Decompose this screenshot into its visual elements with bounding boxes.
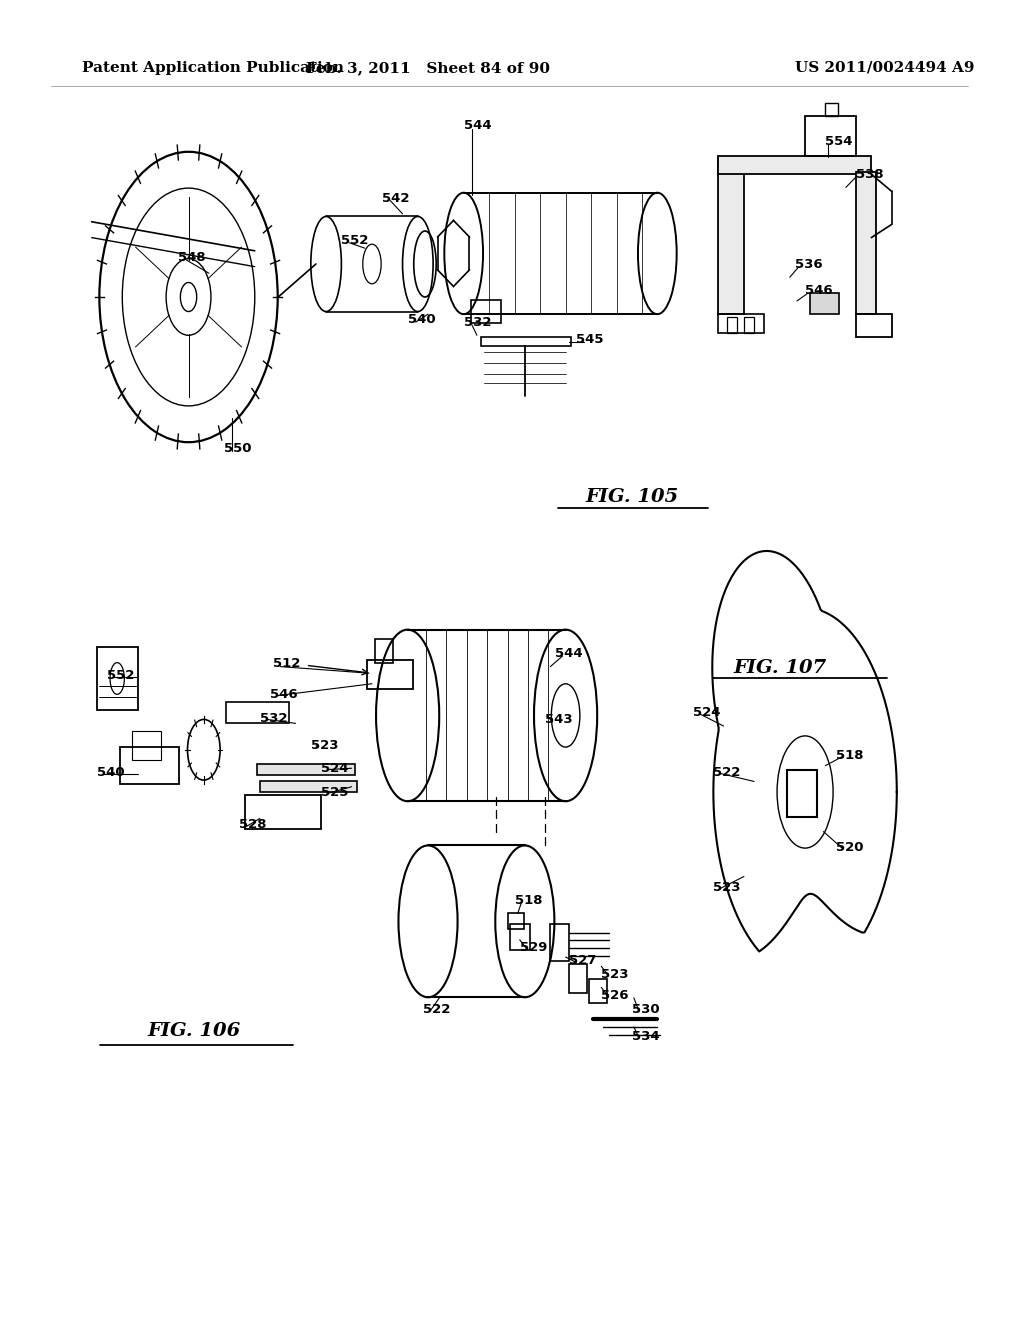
Text: 529: 529 [520, 941, 547, 954]
Text: 523: 523 [601, 968, 629, 981]
Bar [568, 964, 587, 993]
Bar [120, 747, 179, 784]
Bar [589, 979, 607, 1003]
Bar [810, 293, 839, 314]
Bar [744, 317, 754, 333]
Text: 552: 552 [341, 234, 369, 247]
Text: 523: 523 [311, 739, 338, 752]
Text: 512: 512 [273, 657, 300, 671]
Text: 548: 548 [178, 251, 206, 264]
Bar [97, 647, 137, 710]
Text: US 2011/0024494 A9: US 2011/0024494 A9 [795, 61, 975, 75]
Text: 520: 520 [836, 841, 863, 854]
Text: 526: 526 [601, 989, 629, 1002]
Text: 554: 554 [825, 135, 853, 148]
Text: 525: 525 [321, 785, 348, 799]
Text: 544: 544 [464, 119, 492, 132]
Bar [367, 660, 413, 689]
Bar [471, 300, 502, 323]
Bar [825, 103, 838, 116]
Text: 545: 545 [575, 333, 603, 346]
Bar [375, 639, 393, 663]
Bar [510, 924, 530, 950]
Text: 544: 544 [555, 647, 583, 660]
Text: 522: 522 [714, 766, 740, 779]
Text: 522: 522 [423, 1003, 451, 1016]
Text: FIG. 107: FIG. 107 [734, 659, 827, 677]
Text: 530: 530 [632, 1003, 659, 1016]
Text: FIG. 105: FIG. 105 [585, 487, 679, 506]
Text: 542: 542 [382, 191, 410, 205]
Text: 518: 518 [515, 894, 542, 907]
Polygon shape [719, 156, 871, 174]
Text: 536: 536 [795, 257, 822, 271]
Bar [550, 924, 568, 961]
Text: 532: 532 [260, 711, 288, 725]
Text: 524: 524 [321, 762, 348, 775]
Text: Feb. 3, 2011   Sheet 84 of 90: Feb. 3, 2011 Sheet 84 of 90 [306, 61, 550, 75]
Text: 540: 540 [97, 766, 125, 779]
Text: Patent Application Publication: Patent Application Publication [82, 61, 343, 75]
Text: 550: 550 [224, 442, 252, 455]
Text: 546: 546 [805, 284, 833, 297]
Polygon shape [719, 158, 744, 314]
Polygon shape [856, 172, 877, 314]
Polygon shape [257, 764, 354, 775]
Text: 538: 538 [856, 168, 884, 181]
Text: 528: 528 [240, 818, 267, 832]
Text: 534: 534 [632, 1030, 659, 1043]
Text: 532: 532 [464, 315, 492, 329]
Text: 524: 524 [693, 706, 721, 719]
Bar [786, 770, 817, 817]
Text: 523: 523 [714, 880, 741, 894]
Bar [727, 317, 737, 333]
Text: FIG. 106: FIG. 106 [147, 1022, 241, 1040]
Polygon shape [260, 781, 356, 792]
Bar [132, 731, 161, 760]
Text: 543: 543 [545, 713, 572, 726]
Text: 546: 546 [270, 688, 298, 701]
Text: 552: 552 [106, 669, 134, 682]
Text: 518: 518 [836, 748, 863, 762]
Text: 540: 540 [408, 313, 435, 326]
Bar [226, 702, 290, 723]
Bar [245, 795, 321, 829]
Text: 527: 527 [568, 954, 596, 968]
